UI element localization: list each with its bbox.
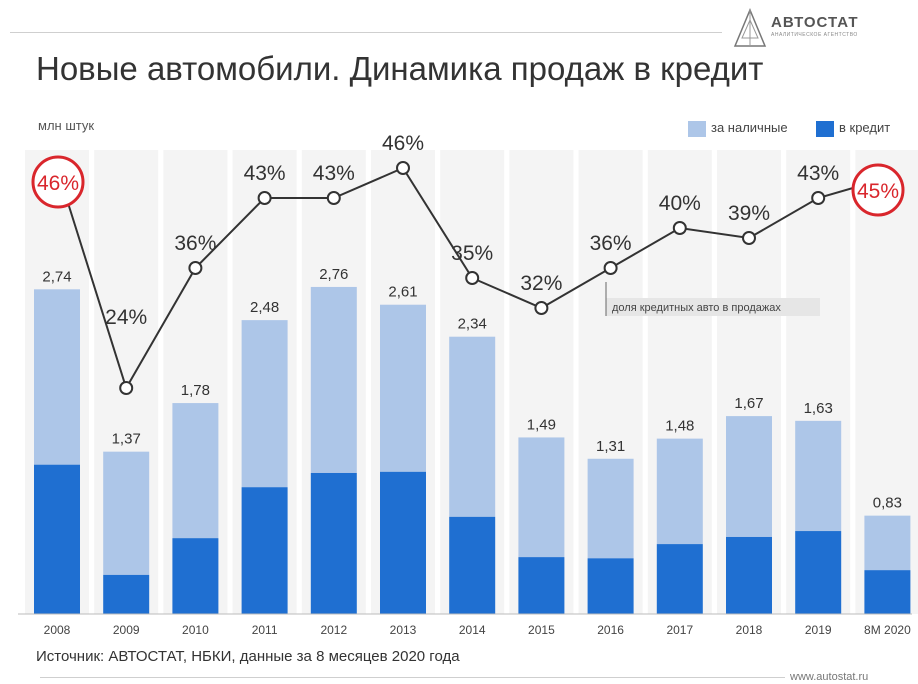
legend-credit: в кредит	[816, 120, 890, 138]
source-note: Источник: АВТОСТАТ, НБКИ, данные за 8 ме…	[36, 648, 460, 665]
bar-total-label: 1,78	[181, 382, 210, 399]
x-tick-label: 2008	[44, 623, 71, 637]
line-value-label: 40%	[659, 192, 701, 215]
bar-cash	[241, 320, 288, 488]
bar-cash	[795, 420, 842, 532]
x-tick-label: 2014	[459, 623, 486, 637]
bar-credit	[34, 464, 80, 614]
line-point	[534, 301, 549, 315]
bar-cash	[380, 304, 426, 472]
bar-credit	[103, 574, 150, 614]
bar-credit	[656, 544, 703, 614]
x-tick-label: 2016	[597, 623, 624, 637]
line-point	[326, 191, 341, 205]
legend-credit-label: в кредит	[839, 120, 891, 135]
line-value-label: 43%	[313, 162, 355, 185]
x-tick-label: 2010	[182, 623, 209, 637]
bar-total-label: 1,63	[804, 400, 833, 417]
highlight-ring	[851, 163, 905, 217]
bar-total-label: 1,48	[665, 418, 694, 435]
bar-total-label: 2,34	[458, 316, 487, 333]
legend-cash-label: за наличные	[711, 120, 788, 135]
bar-total-label: 2,48	[250, 299, 279, 316]
line-value-label: 45%	[857, 180, 899, 203]
line-point	[188, 261, 203, 275]
brand-tagline: АНАЛИТИЧЕСКОЕ АГЕНТСТВО	[771, 32, 858, 38]
line-point	[672, 221, 687, 235]
x-tick-label: 2013	[390, 623, 417, 637]
line-value-label: 24%	[105, 306, 147, 329]
bottom-rule	[40, 677, 785, 678]
bar-credit	[380, 471, 426, 614]
bar-cash	[172, 403, 219, 539]
x-tick-label: 2012	[320, 623, 347, 637]
line-point	[396, 161, 410, 175]
line-value-label: 43%	[797, 162, 839, 185]
line-value-label: 39%	[728, 202, 770, 225]
line-point	[119, 381, 134, 395]
brand-name: АВТОСТАТ	[771, 14, 859, 31]
bar-credit	[518, 557, 565, 614]
autostat-logo: АВТОСТАТ АНАЛИТИЧЕСКОЕ АГЕНТСТВО	[733, 8, 913, 54]
bar-credit	[726, 536, 772, 614]
bar-credit	[310, 472, 357, 614]
bar-total-label: 2,74	[42, 268, 71, 285]
line-value-label: 43%	[244, 162, 286, 185]
line-value-label: 46%	[37, 172, 79, 195]
y-unit-label: млн штук	[38, 118, 95, 133]
x-tick-label: 2019	[805, 623, 832, 637]
line-value-label: 36%	[590, 232, 632, 255]
bar-total-label: 1,67	[734, 395, 763, 412]
bar-cash	[656, 438, 703, 545]
bar-cash	[518, 437, 565, 558]
bar-total-label: 1,37	[112, 431, 141, 448]
annotation-background	[606, 298, 820, 316]
chart-title: Новые автомобили. Динамика продаж в кред…	[36, 50, 764, 87]
bar-total-label: 0,83	[873, 495, 902, 512]
bar-credit	[172, 538, 219, 614]
bar-cash	[34, 289, 80, 465]
line-point	[603, 261, 618, 275]
bar-credit	[587, 558, 634, 614]
line-value-label: 32%	[520, 272, 562, 295]
line-value-label: 36%	[174, 232, 216, 255]
bar-cash	[726, 416, 772, 537]
annotation-label: доля кредитных авто в продажах	[612, 302, 781, 314]
x-tick-label: 2009	[113, 623, 140, 637]
bar-credit	[795, 531, 842, 614]
legend-credit-swatch	[816, 120, 834, 137]
bar-cash	[587, 458, 634, 559]
bar-credit	[241, 487, 288, 614]
legend-cash: за наличные	[688, 120, 788, 138]
legend-cash-swatch	[688, 120, 706, 137]
bar-total-label: 2,61	[388, 284, 417, 301]
bar-total-label: 1,49	[527, 416, 556, 433]
bar-cash	[864, 515, 911, 571]
highlight-ring	[31, 155, 85, 209]
line-point	[257, 191, 272, 205]
bar-cash	[449, 336, 496, 517]
x-tick-label: 8M 2020	[864, 623, 911, 637]
x-tick-label: 2011	[252, 623, 278, 637]
bar-total-label: 1,31	[596, 438, 625, 455]
line-value-label: 46%	[382, 132, 424, 155]
x-tick-label: 2017	[666, 623, 693, 637]
x-tick-label: 2018	[736, 623, 763, 637]
bar-cash	[103, 451, 150, 575]
site-url: www.autostat.ru	[790, 671, 869, 683]
line-value-label: 35%	[451, 242, 493, 265]
top-rule	[10, 32, 722, 33]
bar-cash	[310, 286, 357, 473]
line-point	[465, 271, 480, 285]
autostat-logo-icon	[733, 8, 767, 47]
bar-total-label: 2,76	[319, 266, 348, 283]
x-tick-label: 2015	[528, 623, 555, 637]
bar-credit	[864, 570, 911, 614]
line-point	[742, 231, 756, 245]
bar-credit	[449, 516, 496, 614]
line-point	[811, 191, 826, 205]
